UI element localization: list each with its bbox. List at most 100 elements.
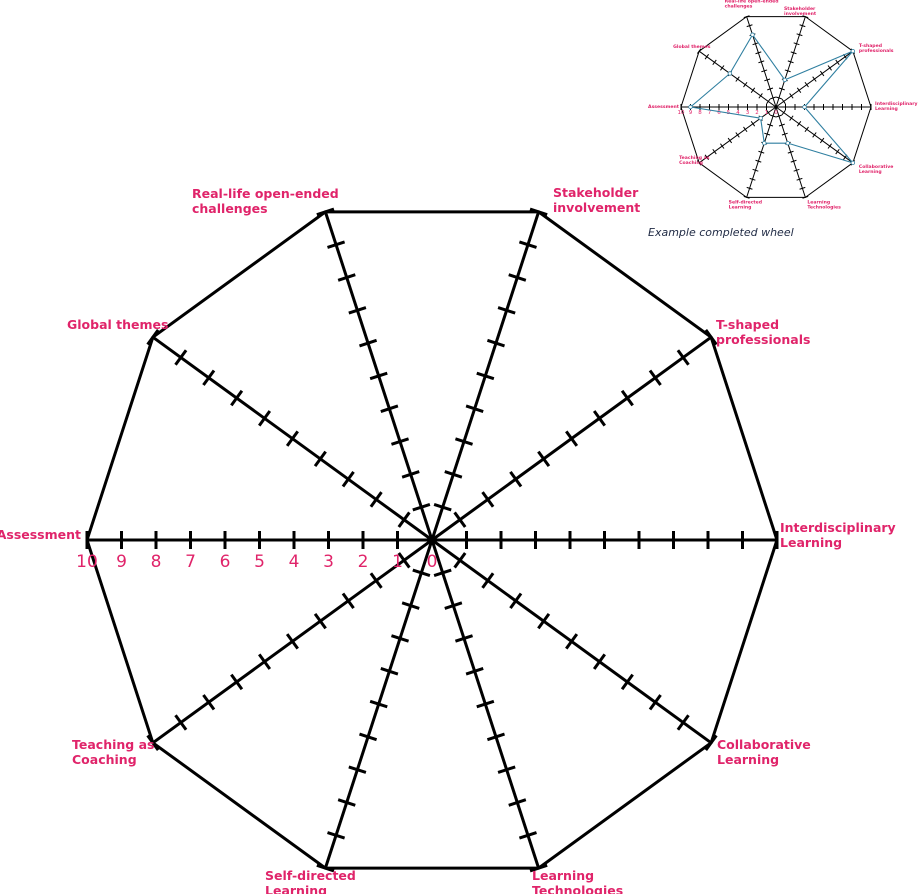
axis-tick <box>390 634 410 643</box>
axis-tick <box>727 137 733 144</box>
axis-tick <box>620 389 634 407</box>
axis-tick <box>537 612 551 630</box>
axis-label: Collaborative Learning <box>717 737 811 767</box>
axis-tick <box>755 159 762 163</box>
axis-tick <box>781 109 786 116</box>
axis-tick <box>316 863 335 873</box>
axis-tick <box>433 502 452 512</box>
axis-tick <box>758 60 765 64</box>
axis-tick <box>529 207 548 217</box>
axis-tick <box>369 491 383 508</box>
axis-tick <box>804 81 809 88</box>
example-score-point <box>727 71 733 76</box>
axis-tick <box>230 673 244 691</box>
axis-tick <box>804 126 809 133</box>
example-score-point <box>758 115 763 121</box>
axis-label: Self-directed Learning <box>265 868 356 894</box>
axis-tick <box>790 159 797 163</box>
axis-tick <box>735 132 740 138</box>
axis-tick <box>648 369 662 386</box>
scale-number: 9 <box>689 110 693 116</box>
axis-tick <box>230 389 244 407</box>
axis-tick <box>509 471 523 488</box>
axis-tick <box>313 450 327 468</box>
axis-tick <box>796 87 802 93</box>
axis-tick <box>359 338 378 348</box>
axis-label: Interdisciplinary Learning <box>875 101 918 112</box>
example-score-point <box>782 77 788 83</box>
axis-tick <box>508 798 527 807</box>
axis-tick <box>433 568 452 578</box>
axis-tick <box>146 734 160 751</box>
axis-tick <box>819 70 825 77</box>
axis-tick <box>380 667 399 676</box>
axis-tick <box>676 349 690 366</box>
axis-label: Real-life open-ended challenges <box>725 0 779 10</box>
axis-tick <box>761 69 768 73</box>
example-score-point <box>850 160 856 166</box>
axis-tick <box>778 123 785 127</box>
axis-tick <box>369 699 388 709</box>
axis-tick <box>781 98 786 105</box>
scale-number: 5 <box>254 552 265 572</box>
axis-tick <box>258 410 272 427</box>
example-score-point <box>762 140 767 146</box>
axis-tick <box>746 24 753 28</box>
axis-tick <box>258 653 272 670</box>
axis-tick <box>397 552 411 569</box>
axis-tick <box>620 673 634 691</box>
axis-tick <box>648 694 662 711</box>
scale-number: 1 <box>392 552 403 572</box>
example-score-point <box>688 104 693 110</box>
axis-tick <box>827 143 832 149</box>
axis-tick <box>746 186 753 190</box>
axis-tick <box>789 115 794 121</box>
axis-label: Global themes <box>673 44 711 50</box>
axis-tick <box>174 714 188 731</box>
axis-label: Learning Technologies <box>532 868 623 894</box>
axis-tick <box>481 572 495 589</box>
axis-tick <box>790 51 797 55</box>
axis-tick <box>767 87 774 91</box>
axis-tick <box>313 612 327 630</box>
axis-tick <box>565 430 579 447</box>
axis-label: Interdisciplinary Learning <box>780 520 896 550</box>
axis-tick <box>770 114 777 118</box>
axis-tick <box>775 96 782 100</box>
axis-label: Self-directed Learning <box>729 199 762 210</box>
scale-number: 2 <box>755 110 759 116</box>
axis-label: Global themes <box>67 317 168 332</box>
scale-number: 4 <box>736 110 740 116</box>
axis-tick <box>796 121 802 127</box>
axis-tick <box>775 114 782 118</box>
axis-tick <box>401 470 420 479</box>
axis-tick <box>369 371 388 381</box>
axis-tick <box>146 329 160 346</box>
example-score-point <box>802 104 807 110</box>
axis-tick <box>412 502 431 512</box>
axis-tick <box>509 592 523 609</box>
scale-number: 6 <box>717 110 721 116</box>
axis-tick <box>285 430 299 447</box>
axis-tick <box>565 633 579 650</box>
axis-tick <box>743 15 750 19</box>
axis-tick <box>743 195 750 199</box>
axis-label: T-shaped professionals <box>859 43 894 54</box>
axis-tick <box>793 168 800 172</box>
axis-tick <box>444 470 463 479</box>
axis-tick <box>704 54 709 60</box>
axis-tick <box>787 150 794 154</box>
axis-tick <box>766 98 771 105</box>
example-score-point <box>850 48 856 54</box>
axis-tick <box>767 123 774 127</box>
axis-tick <box>764 78 771 82</box>
axis-tick <box>508 273 527 282</box>
axis-tick <box>359 732 378 742</box>
axis-tick <box>750 121 756 127</box>
axis-tick <box>778 87 785 91</box>
scale-number: 7 <box>185 552 196 572</box>
scale-number: 10 <box>678 110 685 116</box>
example-caption: Example completed wheel <box>648 226 794 239</box>
